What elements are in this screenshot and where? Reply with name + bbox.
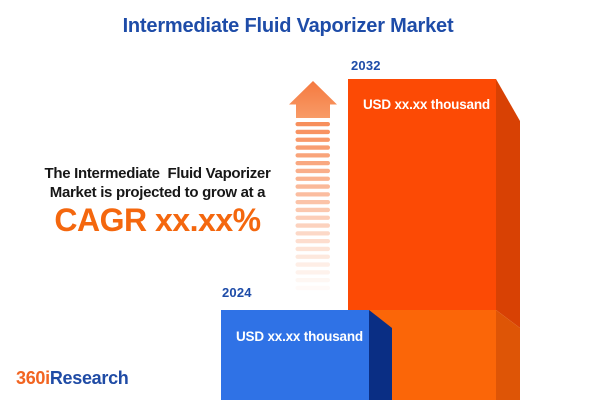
- bar-2032-side-bottom: [496, 310, 520, 400]
- bar-2024-year-label: 2024: [222, 285, 252, 300]
- logo-research: Research: [49, 368, 129, 388]
- description-block: The Intermediate Fluid Vaporizer Market …: [10, 164, 305, 237]
- bar-2032-year-label: 2032: [351, 58, 381, 73]
- bar-2024-face: [221, 310, 369, 400]
- description-line-1: The Intermediate Fluid Vaporizer: [44, 165, 271, 182]
- arrow-tail-stripes: [295, 122, 330, 291]
- logo-360i: 360i: [16, 368, 50, 388]
- arrow-head: [289, 81, 337, 118]
- cagr-value: CAGR xx.xx%: [54, 202, 261, 238]
- bar-2032-side-top: [496, 79, 520, 328]
- page-title: Intermediate Fluid Vaporizer Market: [122, 15, 454, 37]
- bar-2024-side: [369, 310, 392, 400]
- bar-2032-face-top: [348, 79, 496, 310]
- bar-2032-value-label: USD xx.xx thousand: [363, 97, 490, 112]
- logo: 360iResearch: [16, 368, 129, 388]
- bar-2024: [221, 310, 392, 400]
- description-line-2: Market is projected to grow at a: [49, 184, 266, 201]
- growth-arrow-icon: [289, 81, 337, 291]
- bar-2024-value-label: USD xx.xx thousand: [236, 329, 363, 344]
